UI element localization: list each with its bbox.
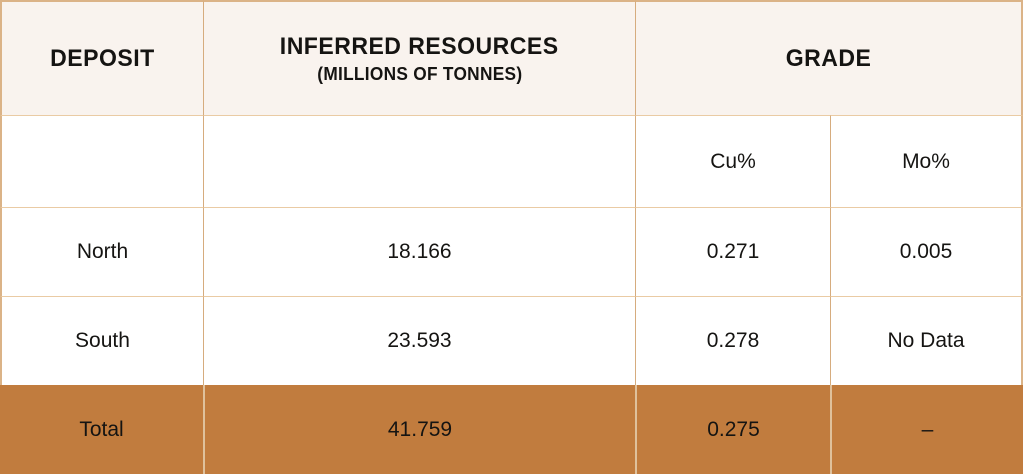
mo-value: 0.005 bbox=[899, 240, 953, 263]
cell-cu-north: 0.271 bbox=[635, 207, 830, 296]
resources-value: 18.166 bbox=[387, 240, 452, 263]
cell-cu-south: 0.278 bbox=[635, 296, 830, 385]
cell-deposit-north: North bbox=[0, 207, 203, 296]
cell-mo-north: 0.005 bbox=[830, 207, 1023, 296]
deposit-name: North bbox=[76, 240, 129, 263]
total-cu-value: 0.275 bbox=[707, 417, 760, 441]
header-cell-deposit: DEPOSIT bbox=[0, 0, 203, 115]
header-cell-inferred-resources: INFERRED RESOURCES (MILLIONS OF TONNES) bbox=[203, 0, 635, 115]
cell-resources-north: 18.166 bbox=[203, 207, 635, 296]
header-grade-label: GRADE bbox=[785, 44, 872, 72]
resources-value: 23.593 bbox=[387, 329, 452, 352]
cell-total-mo: – bbox=[830, 385, 1023, 474]
total-resources-value: 41.759 bbox=[387, 417, 453, 441]
header-inferred-title: INFERRED RESOURCES bbox=[280, 32, 559, 60]
cell-deposit-south: South bbox=[0, 296, 203, 385]
subheader-cell-empty-resources bbox=[203, 115, 635, 207]
cu-value: 0.271 bbox=[706, 240, 760, 263]
subheader-cell-empty-deposit bbox=[0, 115, 203, 207]
header-cell-grade: GRADE bbox=[635, 0, 1023, 115]
mo-value: No Data bbox=[887, 329, 965, 352]
subheader-cell-mo: Mo% bbox=[830, 115, 1023, 207]
cell-total-cu: 0.275 bbox=[635, 385, 830, 474]
total-mo-value: – bbox=[921, 417, 934, 441]
total-deposit-label: Total bbox=[79, 417, 124, 441]
cell-total-label: Total bbox=[0, 385, 203, 474]
cell-total-resources: 41.759 bbox=[203, 385, 635, 474]
cu-value: 0.278 bbox=[706, 329, 760, 352]
header-deposit-label: DEPOSIT bbox=[50, 44, 155, 72]
subheader-mo-label: Mo% bbox=[902, 149, 950, 173]
subheader-cell-cu: Cu% bbox=[635, 115, 830, 207]
subheader-cu-label: Cu% bbox=[710, 149, 756, 173]
deposit-name: South bbox=[75, 329, 130, 352]
cell-mo-south: No Data bbox=[830, 296, 1023, 385]
header-inferred-subtitle: (MILLIONS OF TONNES) bbox=[316, 63, 523, 84]
cell-resources-south: 23.593 bbox=[203, 296, 635, 385]
